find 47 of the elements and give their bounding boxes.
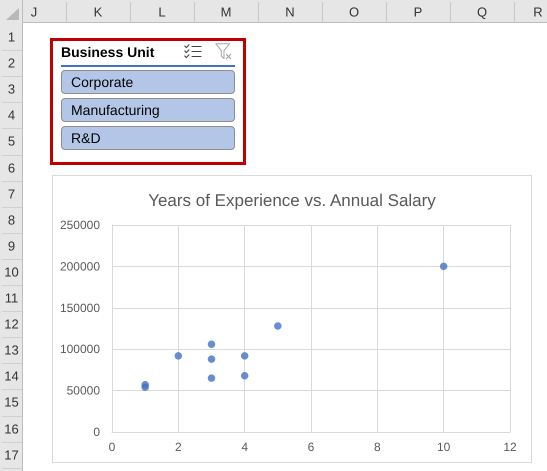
y-tick-label: 250000: [60, 218, 100, 232]
y-tick-label: 15: [4, 394, 19, 410]
y-tick-label: 14: [4, 368, 19, 384]
x-tick-label: L: [158, 4, 166, 19]
y-tick-label: 2: [8, 56, 16, 71]
y-tick-label: 16: [4, 421, 19, 436]
x-tick-label: 4: [241, 440, 248, 454]
x-tick-label: O: [348, 4, 360, 19]
slicer-button: R&D: [61, 126, 235, 150]
category-label: Manufacturing: [71, 102, 160, 118]
x-tick-label: 0: [108, 440, 116, 454]
x-tick-label: M: [220, 4, 232, 19]
y-tick-label: 50000: [66, 384, 100, 398]
y-tick-label: 8: [8, 212, 16, 228]
y-tick-label: 200000: [60, 259, 100, 274]
y-tick-label: 0: [93, 425, 100, 439]
y-tick-label: 10: [4, 264, 19, 280]
category-label: Corporate: [71, 74, 134, 90]
y-tick-label: 1: [8, 30, 16, 45]
y-tick-label: 12: [4, 316, 19, 332]
x-tick-label: R: [533, 4, 543, 19]
y-tick-label: 11: [4, 290, 18, 306]
x-tick-label: K: [94, 4, 102, 19]
y-tick-label: 150000: [60, 300, 100, 315]
x-tick-label: J: [30, 4, 38, 19]
x-tick-label: 8: [374, 440, 381, 454]
chart-title: Years of Experience vs. Annual Salary: [148, 191, 436, 210]
x-tick-label: 6: [308, 440, 315, 454]
y-tick-label: 13: [4, 342, 19, 358]
x-tick-label: 12: [503, 440, 517, 454]
y-tick-label: 100000: [60, 342, 100, 356]
x-tick-label: Q: [476, 4, 488, 19]
y-tick-label: 9: [8, 238, 16, 254]
x-tick-label: 10: [436, 440, 451, 454]
slicer-button: Corporate: [61, 70, 235, 94]
slicer-button: Manufacturing: [61, 98, 235, 122]
text: Business Unit: [61, 44, 154, 60]
y-tick-label: 17: [4, 447, 19, 462]
y-tick-label: 7: [8, 186, 16, 202]
x-tick-label: N: [285, 4, 295, 19]
y-tick-label: 5: [8, 134, 16, 149]
category-label: R&D: [71, 130, 101, 146]
x-tick-label: 2: [174, 440, 182, 454]
x-tick-label: P: [414, 4, 422, 19]
y-tick-label: 3: [8, 82, 16, 97]
y-tick-label: 6: [8, 160, 16, 176]
y-tick-label: 4: [8, 108, 16, 123]
